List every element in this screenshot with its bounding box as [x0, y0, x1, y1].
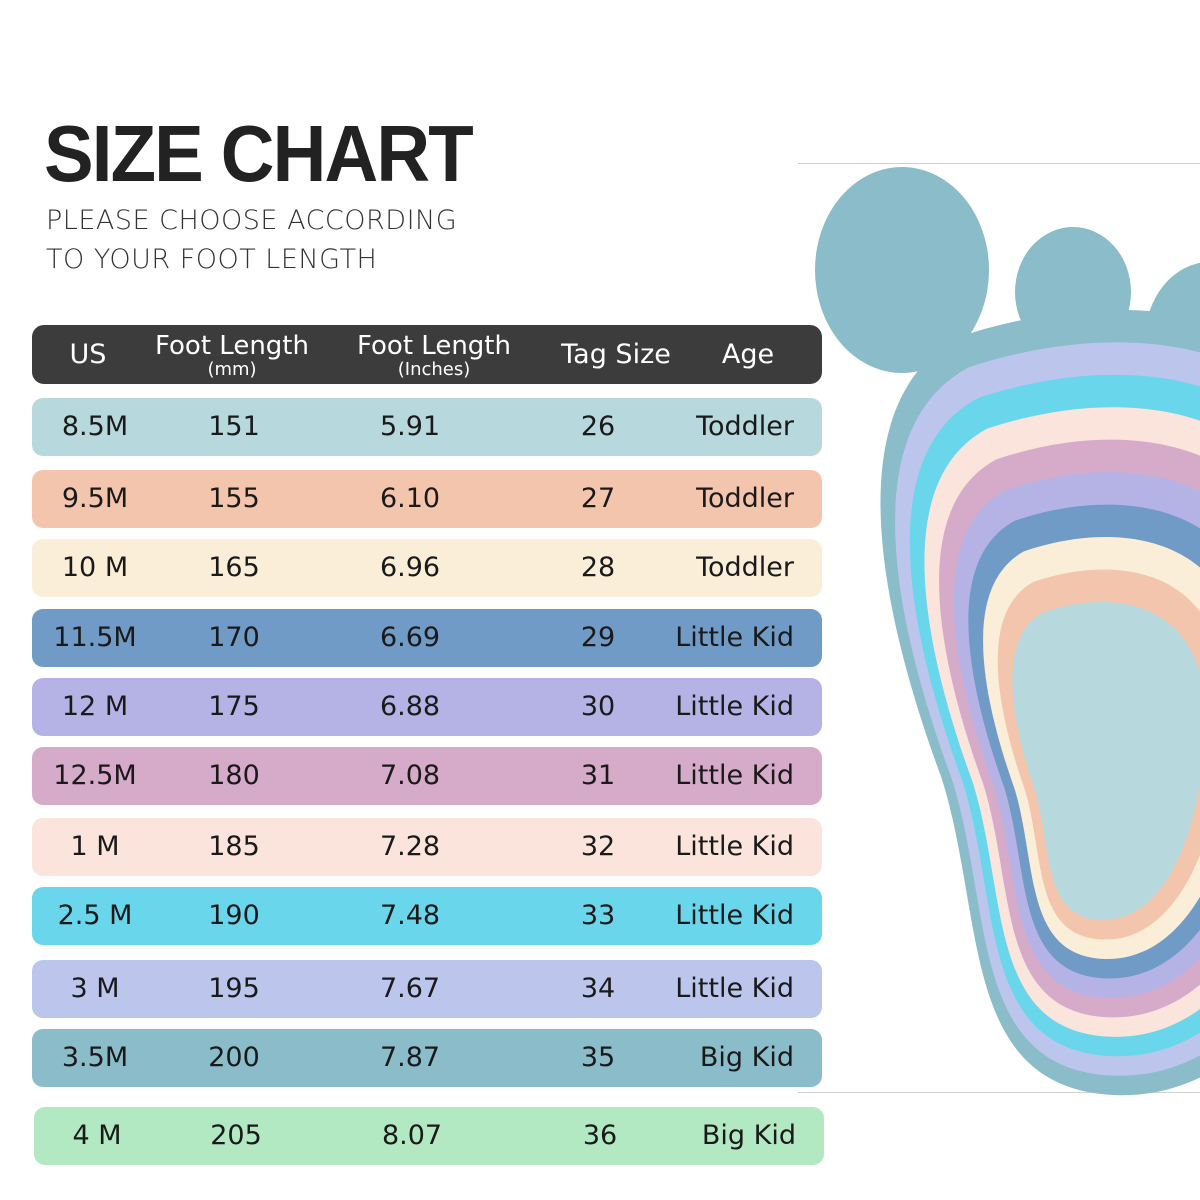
cell-age: Big Kid [699, 1042, 794, 1073]
cell-age: Toddler [696, 483, 794, 514]
foot-ring-10 [1012, 602, 1200, 921]
cell-tag-size: 34 [580, 973, 616, 1004]
header-us-label: US [69, 339, 107, 370]
big-toe-icon [815, 167, 989, 373]
cell-inches: 6.88 [379, 691, 441, 722]
header-us: US [32, 325, 144, 384]
header-foot-length-mm: Foot Length (mm) [142, 325, 322, 384]
cell-age: Little Kid [675, 622, 794, 653]
cell-inches: 6.10 [379, 483, 441, 514]
subtitle-line-1: PLEASE CHOOSE ACCORDING [46, 205, 458, 236]
header-foot-length-inches: Foot Length (Inches) [344, 325, 524, 384]
cell-mm: 185 [208, 831, 260, 862]
cell-mm: 190 [208, 900, 260, 931]
cell-us: 3 M [70, 973, 120, 1004]
table-row: 4 M 205 8.07 36 Big Kid [34, 1107, 824, 1165]
cell-us: 3.5M [61, 1042, 129, 1073]
cell-age: Toddler [696, 552, 794, 583]
table-row: 1 M 185 7.28 32 Little Kid [32, 818, 822, 876]
cell-age: Toddler [696, 411, 794, 442]
foot-rings [880, 309, 1200, 1096]
cell-mm: 151 [208, 411, 260, 442]
cell-us: 10 M [61, 552, 129, 583]
table-row: 3.5M 200 7.87 35 Big Kid [32, 1029, 822, 1087]
cell-tag-size: 35 [580, 1042, 616, 1073]
cell-us: 11.5M [53, 622, 137, 653]
cell-inches: 7.67 [379, 973, 441, 1004]
cell-inches: 7.28 [379, 831, 441, 862]
table-row: 11.5M 170 6.69 29 Little Kid [32, 609, 822, 667]
table-row: 12.5M 180 7.08 31 Little Kid [32, 747, 822, 805]
cell-mm: 170 [208, 622, 260, 653]
cell-tag-size: 36 [582, 1120, 618, 1151]
header-age-label: Age [721, 339, 775, 370]
cell-us: 8.5M [61, 411, 129, 442]
table-row: 3 M 195 7.67 34 Little Kid [32, 960, 822, 1018]
header-tag-size: Tag Size [542, 325, 690, 384]
table-row: 2.5 M 190 7.48 33 Little Kid [32, 887, 822, 945]
cell-us: 9.5M [61, 483, 129, 514]
cell-mm: 180 [208, 760, 260, 791]
header-mm-unit: (mm) [207, 359, 257, 380]
cell-us: 4 M [72, 1120, 122, 1151]
header-foot-length-mm-label: Foot Length [155, 331, 309, 361]
cell-age: Big Kid [701, 1120, 796, 1151]
subtitle-line-2: TO YOUR FOOT LENGTH [46, 244, 378, 275]
cell-tag-size: 26 [580, 411, 616, 442]
cell-tag-size: 27 [580, 483, 616, 514]
cell-inches: 8.07 [381, 1120, 443, 1151]
cell-age: Little Kid [675, 831, 794, 862]
cell-us: 12.5M [53, 760, 137, 791]
table-header: US Foot Length (mm) Foot Length (Inches)… [32, 325, 822, 384]
cell-us: 1 M [70, 831, 120, 862]
cell-age: Little Kid [675, 973, 794, 1004]
cell-tag-size: 28 [580, 552, 616, 583]
table-row: 8.5M 151 5.91 26 Toddler [32, 398, 822, 456]
cell-tag-size: 29 [580, 622, 616, 653]
cell-mm: 175 [208, 691, 260, 722]
cell-inches: 7.08 [379, 760, 441, 791]
cell-mm: 165 [208, 552, 260, 583]
cell-age: Little Kid [675, 760, 794, 791]
cell-us: 2.5 M [57, 900, 133, 931]
table-row: 12 M 175 6.88 30 Little Kid [32, 678, 822, 736]
cell-tag-size: 30 [580, 691, 616, 722]
divider-bottom [798, 1092, 1200, 1093]
table-row: 9.5M 155 6.10 27 Toddler [32, 470, 822, 528]
header-foot-length-in-label: Foot Length [357, 331, 511, 361]
page-title: SIZE CHART [44, 109, 474, 198]
cell-inches: 7.48 [379, 900, 441, 931]
cell-age: Little Kid [675, 900, 794, 931]
cell-inches: 6.69 [379, 622, 441, 653]
cell-age: Little Kid [675, 691, 794, 722]
cell-inches: 6.96 [379, 552, 441, 583]
cell-mm: 195 [208, 973, 260, 1004]
cell-inches: 5.91 [379, 411, 441, 442]
cell-mm: 205 [210, 1120, 262, 1151]
cell-tag-size: 31 [580, 760, 616, 791]
cell-inches: 7.87 [379, 1042, 441, 1073]
cell-tag-size: 32 [580, 831, 616, 862]
cell-mm: 200 [208, 1042, 260, 1073]
header-age: Age [698, 325, 798, 384]
cell-us: 12 M [61, 691, 129, 722]
footprint-icon [815, 167, 1200, 1096]
header-tag-size-label: Tag Size [561, 339, 671, 370]
cell-mm: 155 [208, 483, 260, 514]
divider-top [798, 163, 1200, 164]
cell-tag-size: 33 [580, 900, 616, 931]
table-row: 10 M 165 6.96 28 Toddler [32, 539, 822, 597]
header-inches-unit: (Inches) [397, 359, 471, 380]
